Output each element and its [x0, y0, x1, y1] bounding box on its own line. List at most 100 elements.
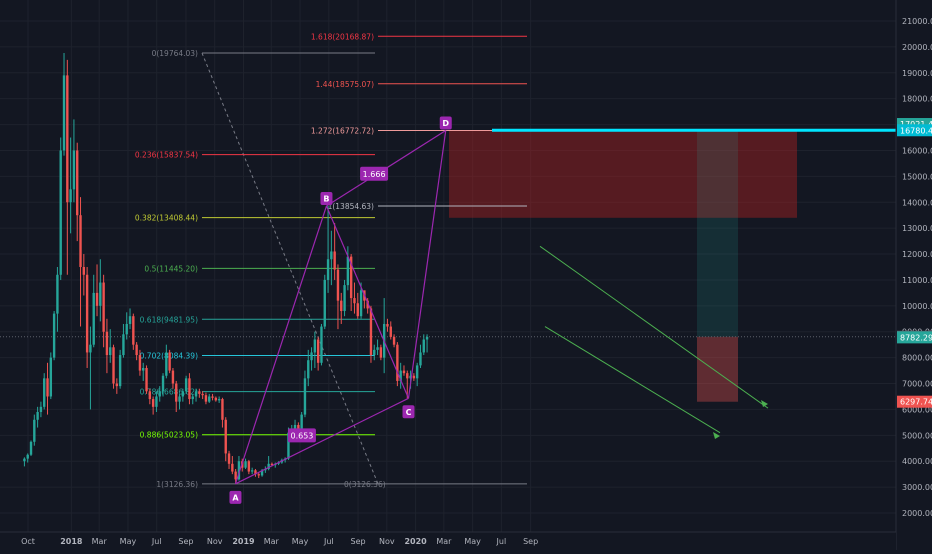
- channel-upper-line[interactable]: [539, 245, 769, 409]
- candle-body: [184, 378, 188, 392]
- candle-body: [56, 274, 59, 314]
- pattern-ratio-box[interactable]: [287, 428, 316, 443]
- candle-body: [366, 300, 369, 309]
- fib-level-label: 0.5(11445.20): [144, 264, 198, 273]
- candle-body: [254, 470, 257, 475]
- candle-body: [125, 323, 128, 335]
- candle-body: [79, 215, 82, 267]
- candle-body: [59, 150, 62, 275]
- candle-body: [128, 316, 132, 324]
- candle-body: [217, 399, 221, 401]
- candle-body: [161, 375, 165, 392]
- candle-body: [247, 461, 251, 472]
- candle-body: [23, 458, 26, 462]
- pattern-point-b[interactable]: [320, 192, 333, 206]
- pattern-point-label: C: [406, 408, 412, 417]
- price-tick-label: 18000.00: [902, 95, 932, 104]
- fib-level-label: 0.236(15837.54): [135, 151, 198, 160]
- extension-level-label: 1.618(20168.87): [311, 32, 374, 41]
- pattern-point-d[interactable]: [439, 116, 452, 130]
- channel-lower-arrow: [713, 432, 720, 439]
- price-badge[interactable]: [897, 124, 932, 137]
- time-tick-label: Mar: [264, 537, 280, 546]
- fib-level-label: 0.382(13408.44): [135, 214, 198, 223]
- candle-body: [373, 349, 376, 356]
- price-axis[interactable]: 21000.0020000.0019000.0018000.0017000.00…: [895, 0, 932, 550]
- candle-body: [33, 419, 36, 442]
- pattern-leg-ac[interactable]: [235, 397, 409, 485]
- candle-body: [323, 279, 326, 327]
- abcd-pattern[interactable]: A B C D 1.666 0.653: [229, 116, 769, 504]
- price-tick-label: 11000.00: [902, 276, 932, 285]
- candle-body: [425, 336, 429, 340]
- candle-body: [165, 352, 168, 376]
- time-tick-label: 2019: [232, 537, 255, 546]
- price-tick-label: 16000.00: [902, 146, 932, 155]
- candle-body: [244, 461, 247, 468]
- candle-body: [52, 313, 56, 358]
- profit-zone[interactable]: [697, 130, 738, 337]
- candle-body: [151, 399, 155, 407]
- candle-body: [112, 347, 115, 384]
- pattern-point-a[interactable]: [229, 490, 242, 504]
- resistance-zone[interactable]: [449, 130, 797, 218]
- stop-zone[interactable]: [697, 336, 738, 402]
- candle-body: [409, 375, 412, 379]
- candle-body: [138, 355, 142, 371]
- candle-body: [171, 370, 175, 384]
- candle-body: [155, 396, 158, 407]
- candle-body: [396, 344, 399, 381]
- candle-body: [85, 274, 89, 353]
- pattern-ratio-box[interactable]: [360, 166, 389, 181]
- candle-body: [49, 357, 53, 397]
- candle-body: [178, 396, 181, 402]
- pattern-leg-cd[interactable]: [407, 130, 447, 399]
- candle-body: [340, 300, 343, 312]
- fibonacci-extension[interactable]: 1.618(20168.87) 1.44(18575.07) 1.272(16772…: [0, 32, 896, 338]
- candle-body: [316, 339, 320, 363]
- candle-body: [26, 454, 29, 459]
- candle-body: [142, 367, 145, 371]
- candle-body: [310, 352, 313, 361]
- candle-body: [376, 347, 379, 350]
- candle-body: [118, 355, 122, 387]
- candle-body: [406, 373, 409, 379]
- candle-body: [336, 269, 340, 301]
- candle-body: [188, 378, 191, 400]
- candle-body: [102, 282, 105, 332]
- candle-body: [300, 414, 303, 431]
- candle-body: [145, 367, 148, 392]
- candle-body: [168, 352, 171, 371]
- price-tick-label: 19000.00: [902, 69, 932, 78]
- price-badge-label: 8782.29: [900, 333, 932, 342]
- price-tick-label: 12000.00: [902, 250, 932, 259]
- pattern-ratio-label: 0.653: [290, 431, 313, 440]
- time-tick-label: Jul: [323, 537, 334, 546]
- time-tick-label: May: [120, 537, 137, 546]
- pattern-point-c[interactable]: [402, 405, 415, 419]
- price-tick-label: 14000.00: [902, 198, 932, 207]
- candle-body: [392, 336, 396, 345]
- candle-body: [326, 259, 330, 280]
- price-badge[interactable]: [897, 395, 932, 408]
- candle-body: [62, 75, 66, 151]
- time-tick-label: Sep: [523, 537, 538, 546]
- candle-body: [303, 378, 307, 415]
- candle-body: [320, 326, 323, 363]
- candle-body: [198, 391, 201, 394]
- price-badge[interactable]: [897, 331, 932, 344]
- fib-level-label: 0.886(5023.05): [140, 431, 198, 440]
- candle-body: [208, 396, 211, 402]
- time-axis[interactable]: Oct 2018 Mar May Jul Sep Nov 2019 Mar May Jul Sep No…: [0, 531, 896, 550]
- price-tick-label: 2000.00: [902, 509, 932, 518]
- pattern-leg-ab[interactable]: [234, 205, 328, 485]
- candle-body: [95, 292, 99, 306]
- channel-lower-line[interactable]: [544, 326, 721, 434]
- candle-body: [267, 463, 270, 469]
- pattern-leg-bc[interactable]: [325, 205, 410, 399]
- time-tick-label: Oct: [21, 537, 35, 546]
- candle-body: [349, 256, 353, 299]
- candle-body: [356, 303, 359, 317]
